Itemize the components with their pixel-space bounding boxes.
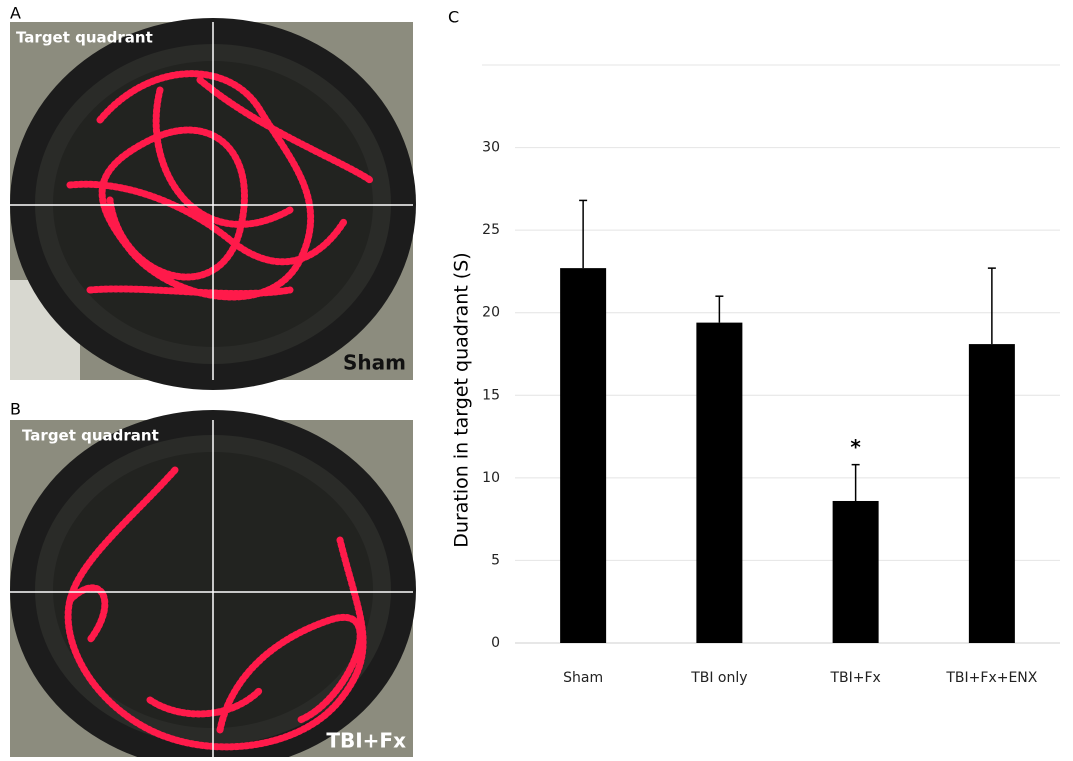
x-tick-label: TBI only (690, 670, 747, 686)
bar (832, 500, 879, 643)
panel-label: A (10, 4, 21, 23)
x-tick-label: Sham (563, 670, 603, 686)
panel-title: Target quadrant (16, 29, 153, 47)
y-tick-label: 5 (491, 552, 500, 568)
y-tick-label: 25 (482, 222, 500, 238)
x-tick-label: TBI+Fx (829, 670, 880, 686)
bar (696, 322, 743, 643)
panel-a-photo (10, 18, 416, 390)
y-axis-label: Duration in target quadrant (S) (451, 252, 473, 547)
panel-group: TBI+Fx (326, 729, 406, 753)
panel-title: Target quadrant (22, 427, 159, 445)
bar-chart: 0 5 10 15 20 25 30 Sham TBI only TBI+Fx TBI+Fx+ENX… (482, 64, 1060, 686)
y-tick-label: 20 (482, 305, 500, 321)
y-tick-label: 0 (491, 635, 500, 651)
y-tick-label: 30 (482, 140, 500, 156)
panel-label: C (448, 8, 459, 27)
panel-label: B (10, 400, 21, 419)
bar (968, 344, 1015, 643)
panel-group: Sham (343, 351, 406, 375)
bar (560, 268, 607, 643)
x-tick-label: TBI+Fx+ENX (945, 670, 1037, 686)
y-tick-label: 10 (482, 470, 500, 486)
y-tick-label: 15 (482, 387, 500, 403)
panel-b-photo (10, 410, 416, 761)
annotation: * (850, 435, 861, 459)
